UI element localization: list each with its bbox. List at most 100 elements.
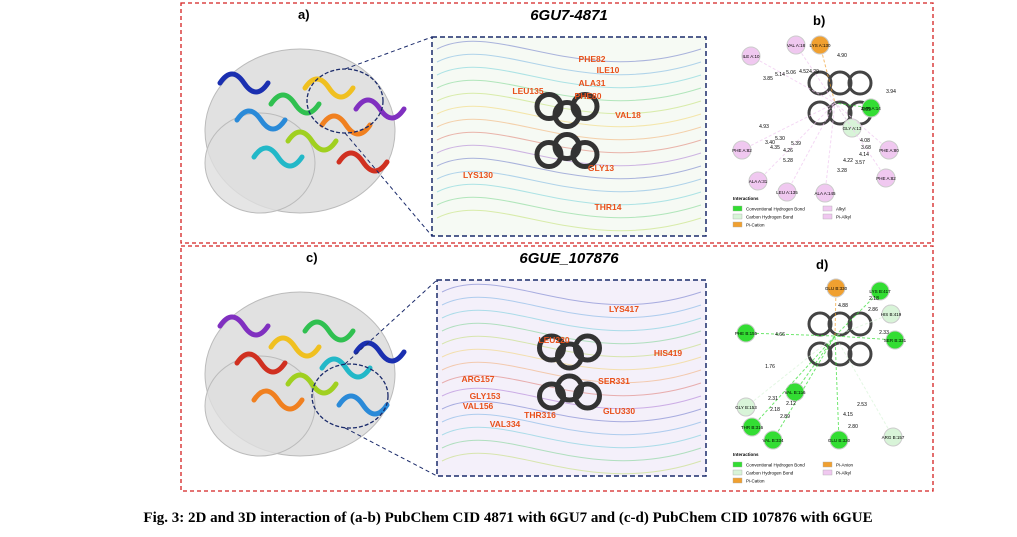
residue-2d-label: LYS B:417 <box>869 289 891 294</box>
ribbon <box>302 76 356 100</box>
legend-swatch <box>822 213 833 220</box>
legend-label: Carbon Hydrogen Bond <box>746 471 794 476</box>
ligand-atom <box>573 381 602 411</box>
legend-swatch <box>732 213 743 220</box>
legend-label: Pi-Alkyl <box>836 471 851 476</box>
ligand-atom <box>570 92 600 121</box>
ribbon <box>336 150 390 174</box>
interaction-line <box>751 335 836 428</box>
ribbon <box>251 145 305 169</box>
residue-2d-label: PHE A:80 <box>879 148 899 153</box>
panel-title: 6GU7-4871 <box>530 7 608 24</box>
residue-2d-label: ARG B:157 <box>882 435 905 440</box>
residue-3d-label: PHE80 <box>575 91 602 101</box>
residue-3d-label: PHE82 <box>579 54 606 64</box>
mesh-ribbon <box>436 144 702 167</box>
legend-swatch <box>732 461 743 468</box>
distance-label: 3.57 <box>855 160 865 166</box>
ligand-2d-ring <box>827 341 853 367</box>
ribbon <box>234 108 288 132</box>
distance-label: 5.30 <box>775 136 785 142</box>
panel-label: b) <box>813 13 825 28</box>
legend-label: Conventional Hydrogen Bond <box>746 207 805 212</box>
residue-3d-label: LEU135 <box>512 86 543 96</box>
legend-title: Interactions <box>733 196 759 201</box>
residue-node <box>826 278 846 298</box>
residue-2d-label: GLY B:153 <box>735 405 757 410</box>
distance-label: 5.06 <box>786 70 796 76</box>
mesh-ribbon <box>441 309 702 332</box>
mesh-ribbon <box>441 400 702 423</box>
ribbon <box>302 319 356 343</box>
mesh-ribbon <box>441 335 702 358</box>
mesh-ribbon <box>441 374 702 397</box>
mesh-ribbon <box>441 439 702 462</box>
residue-node <box>777 182 797 202</box>
mesh-ribbon <box>441 413 702 436</box>
residue-node <box>885 330 905 350</box>
legend-label: Carbon Hydrogen Bond <box>746 215 794 220</box>
residue-node <box>815 183 835 203</box>
mesh-ribbon <box>436 183 702 206</box>
interaction-line <box>794 335 836 393</box>
residue-2d-label: GLU B:330 <box>828 438 851 443</box>
residue-2d-label: GLY A:13 <box>843 126 862 131</box>
mesh-ribbon <box>436 79 702 102</box>
zoom-line <box>344 427 438 477</box>
residue-node <box>883 427 903 447</box>
residue-node <box>732 140 752 160</box>
zoom-line <box>344 132 433 237</box>
mesh-ribbon <box>436 118 702 141</box>
ligand-2d-ring <box>847 311 873 337</box>
interaction-line <box>750 55 836 104</box>
ribbon <box>285 129 339 153</box>
legend-label: Pi-Alkyl <box>836 215 851 220</box>
interaction-line <box>834 335 894 438</box>
distance-label: 3.94 <box>886 89 896 95</box>
residue-2d-label: PHE A:82 <box>732 148 752 153</box>
ribbon <box>268 335 322 359</box>
residue-2d-label: GLU B:330 <box>825 286 848 291</box>
residue-node <box>736 323 756 343</box>
distance-label: 2.53 <box>857 402 867 408</box>
mesh-ribbon <box>441 452 702 475</box>
residue-3d-label: VAL18 <box>615 110 641 120</box>
residue-3d-label: GLY153 <box>470 391 501 401</box>
distance-label: 3.28 <box>837 168 847 174</box>
interaction-line <box>834 335 896 341</box>
distance-label: 3.40 <box>765 140 775 146</box>
interaction-line <box>741 102 836 151</box>
interaction-line <box>824 102 836 194</box>
mesh-ribbon <box>436 66 702 89</box>
legend-swatch <box>732 469 743 476</box>
residue-node <box>736 397 756 417</box>
ligand-atom <box>573 333 602 363</box>
interaction-line <box>772 335 836 441</box>
residue-2d-label: ILE A:10 <box>742 54 760 59</box>
legend-swatch <box>732 205 743 212</box>
residue-node <box>876 168 896 188</box>
ribbon <box>353 97 407 121</box>
ribbon <box>268 92 322 116</box>
mesh-ribbon <box>441 283 702 306</box>
distance-label: 4.26 <box>783 148 793 154</box>
mesh-ribbon <box>441 426 702 449</box>
interaction-line <box>745 335 836 408</box>
legend-label: Alkyl <box>836 207 846 212</box>
residue-3d-label: THR14 <box>595 202 622 212</box>
residue-3d-label: LEU220 <box>538 335 569 345</box>
mesh-ribbon <box>441 361 702 384</box>
distance-label: 2.80 <box>848 424 858 430</box>
residue-2d-label: LEU A:135 <box>776 190 798 195</box>
residue-2d-label: ALA A:145 <box>814 191 836 196</box>
interaction-line <box>786 102 836 193</box>
residue-2d-label: VAL A:18 <box>787 43 806 48</box>
ligand-2d-ring <box>827 70 853 96</box>
legend-swatch <box>732 477 743 484</box>
distance-label: 4.52 <box>799 69 809 75</box>
panel-label: d) <box>816 257 828 272</box>
interaction-line <box>757 102 836 182</box>
ribbon <box>319 113 373 137</box>
distance-label: 3.68 <box>861 145 871 151</box>
residue-3d-label: HIS419 <box>654 348 683 358</box>
